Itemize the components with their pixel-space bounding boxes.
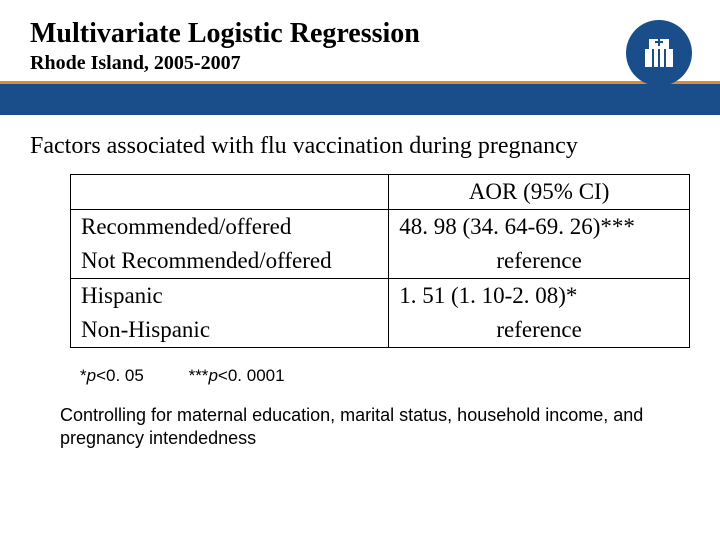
table-header-row: AOR (95% CI) xyxy=(71,175,690,210)
table-cell-label: Non-Hispanic xyxy=(71,313,389,348)
table-cell-label: Recommended/offered xyxy=(71,210,389,245)
table-row: Not Recommended/offered reference xyxy=(71,244,690,279)
footnote-threshold: <0. 05 xyxy=(96,366,144,385)
table-cell-label: Not Recommended/offered xyxy=(71,244,389,279)
table-cell-value: reference xyxy=(389,313,690,348)
slide-title: Multivariate Logistic Regression xyxy=(30,18,690,50)
significance-footnotes: *p<0. 05 ***p<0. 0001 xyxy=(80,366,690,386)
table-header-aor: AOR (95% CI) xyxy=(389,175,690,210)
footnote-stars: *** xyxy=(189,366,209,385)
footnote-threshold: <0. 0001 xyxy=(218,366,285,385)
table-cell-label: Hispanic xyxy=(71,279,389,314)
table-cell-value: 48. 98 (34. 64-69. 26)*** xyxy=(389,210,690,245)
controlling-note: Controlling for maternal education, mari… xyxy=(60,404,660,451)
ri-health-logo-icon xyxy=(626,20,692,86)
table-row: Non-Hispanic reference xyxy=(71,313,690,348)
table-row: Recommended/offered 48. 98 (34. 64-69. 2… xyxy=(71,210,690,245)
slide-content: Factors associated with flu vaccination … xyxy=(0,115,720,461)
footnote-stars: * xyxy=(80,366,87,385)
table-row: Hispanic 1. 51 (1. 10-2. 08)* xyxy=(71,279,690,314)
footnote-var: p xyxy=(87,366,96,385)
results-table: AOR (95% CI) Recommended/offered 48. 98 … xyxy=(70,174,690,348)
table-cell-value: reference xyxy=(389,244,690,279)
slide-subtitle: Rhode Island, 2005-2007 xyxy=(30,52,690,75)
table-header-blank xyxy=(71,175,389,210)
footnote-var: p xyxy=(208,366,217,385)
footnote-p0001: ***p<0. 0001 xyxy=(189,366,285,386)
intro-text: Factors associated with flu vaccination … xyxy=(30,133,690,160)
header-divider-bar xyxy=(0,81,720,115)
footnote-p05: *p<0. 05 xyxy=(80,366,144,386)
table-cell-value: 1. 51 (1. 10-2. 08)* xyxy=(389,279,690,314)
slide-header: Multivariate Logistic Regression Rhode I… xyxy=(0,0,720,79)
